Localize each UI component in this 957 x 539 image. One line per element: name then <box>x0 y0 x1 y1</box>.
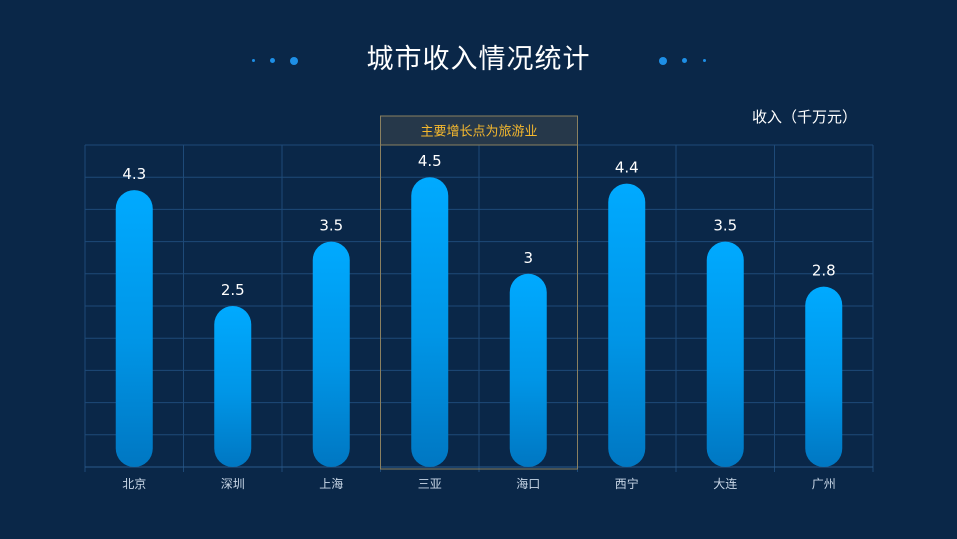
bar-北京 <box>115 190 153 467</box>
category-label: 西宁 <box>615 476 639 491</box>
value-label: 2.8 <box>812 262 836 280</box>
decor-dot-right-large <box>659 57 667 65</box>
bar-广州 <box>805 286 843 467</box>
category-label: 北京 <box>122 477 146 491</box>
decor-dot-right-medium <box>682 58 687 63</box>
bar-西宁 <box>608 183 646 467</box>
value-label: 3.5 <box>319 217 343 235</box>
value-label: 2.5 <box>221 281 245 299</box>
bar-三亚 <box>411 177 449 467</box>
annotation-header <box>380 115 578 146</box>
value-label: 4.5 <box>418 152 442 170</box>
category-label: 上海 <box>319 476 343 491</box>
category-label: 深圳 <box>221 477 245 491</box>
value-label: 4.4 <box>615 159 639 177</box>
value-label: 3.5 <box>713 217 737 235</box>
decor-dot-left-small <box>252 59 255 62</box>
bar-深圳 <box>214 306 252 467</box>
bar-大连 <box>706 241 744 467</box>
annotation-box <box>380 144 578 470</box>
category-label: 广州 <box>812 477 836 491</box>
decor-dot-left-medium <box>270 58 275 63</box>
category-label: 三亚 <box>418 477 442 491</box>
value-label: 3 <box>523 249 533 267</box>
annotation-text: 主要增长点为旅游业 <box>420 125 537 140</box>
category-label: 海口 <box>516 476 540 491</box>
decor-dot-right-small <box>703 59 706 62</box>
value-label: 4.3 <box>122 165 146 183</box>
y-axis-label: 收入（千万元） <box>751 108 857 126</box>
bar-海口 <box>509 273 547 467</box>
chart-title: 城市收入情况统计 <box>366 44 591 75</box>
category-label: 大连 <box>713 476 737 491</box>
bar-上海 <box>312 241 350 467</box>
decor-dot-left-large <box>290 57 298 65</box>
